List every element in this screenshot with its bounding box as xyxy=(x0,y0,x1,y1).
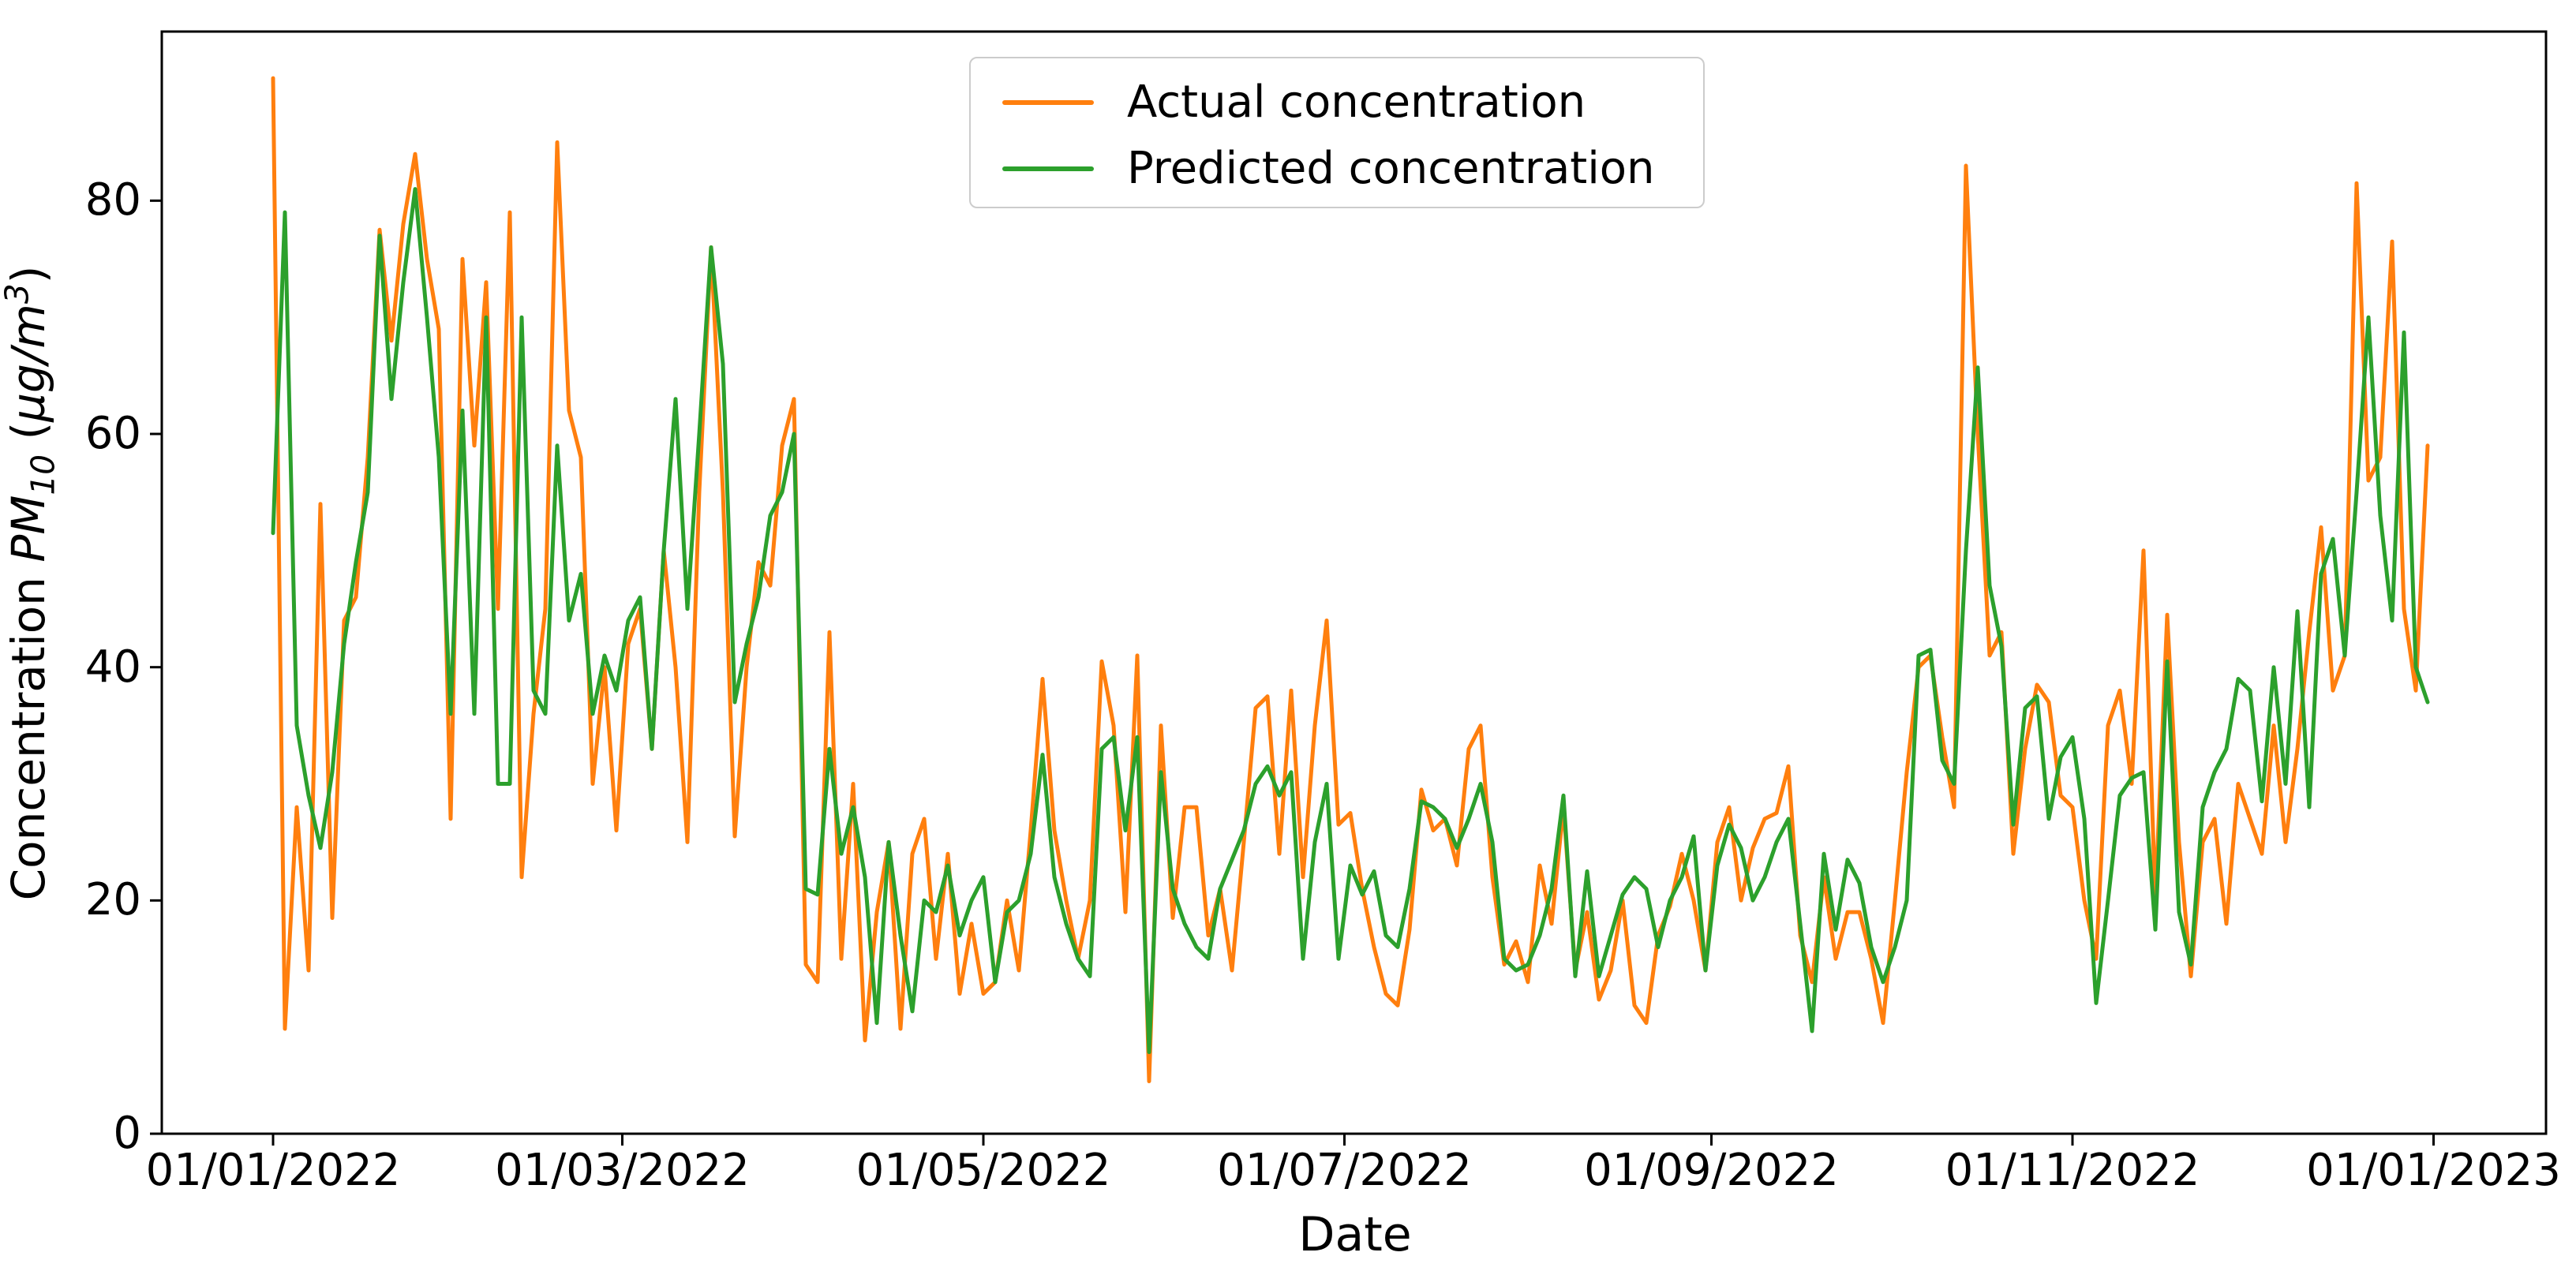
y-axis-title-fragment: ( xyxy=(2,421,55,454)
legend-label-predicted: Predicted concentration xyxy=(1127,143,1655,194)
y-axis-title-fragment: 3 xyxy=(0,283,36,305)
y-axis-tick-label: 80 xyxy=(84,174,141,226)
x-axis-tick-label: 01/09/2022 xyxy=(1584,1145,1839,1196)
predicted-concentration-line xyxy=(271,187,2430,1054)
y-axis-tick-label: 60 xyxy=(84,408,141,460)
y-axis-tick-label: 0 xyxy=(113,1108,141,1159)
y-axis-title-fragment: 10 xyxy=(24,454,62,495)
y-axis-title: Concentration PM10 (µg/m3) xyxy=(0,266,62,901)
x-axis-tick-label: 01/01/2023 xyxy=(2306,1145,2561,1196)
x-axis-tick-label: 01/05/2022 xyxy=(856,1145,1111,1196)
legend-entry-actual: Actual concentration xyxy=(1002,79,1687,126)
data-series-lines xyxy=(271,76,2430,1083)
legend-label-actual: Actual concentration xyxy=(1127,77,1586,128)
x-axis-tick-label: 01/03/2022 xyxy=(495,1145,750,1196)
y-axis-tick-label: 40 xyxy=(84,641,141,693)
legend-line-swatch-actual xyxy=(1002,100,1094,105)
y-axis-title-fragment: Concentration xyxy=(2,562,55,901)
y-axis-title-fragment: µg/m xyxy=(2,304,55,422)
legend-entry-predicted: Predicted concentration xyxy=(1002,145,1687,193)
plot-frame xyxy=(160,30,2548,1135)
x-axis-title: Date xyxy=(1298,1207,1412,1262)
x-axis-tick-label: 01/11/2022 xyxy=(1945,1145,2200,1196)
legend-line-swatch-predicted xyxy=(1002,166,1094,171)
axes-frame xyxy=(160,30,2548,1135)
actual-concentration-line xyxy=(271,76,2430,1083)
y-axis-title-fragment: PM xyxy=(2,495,55,563)
x-axis-tick-label: 01/01/2022 xyxy=(145,1145,401,1196)
x-axis-tick-label: 01/07/2022 xyxy=(1217,1145,1472,1196)
legend: Actual concentration Predicted concentra… xyxy=(969,57,1705,208)
axis-tick-marks xyxy=(150,199,2435,1146)
y-axis-tick-label: 20 xyxy=(84,874,141,926)
y-axis-title-fragment: ) xyxy=(2,265,55,284)
